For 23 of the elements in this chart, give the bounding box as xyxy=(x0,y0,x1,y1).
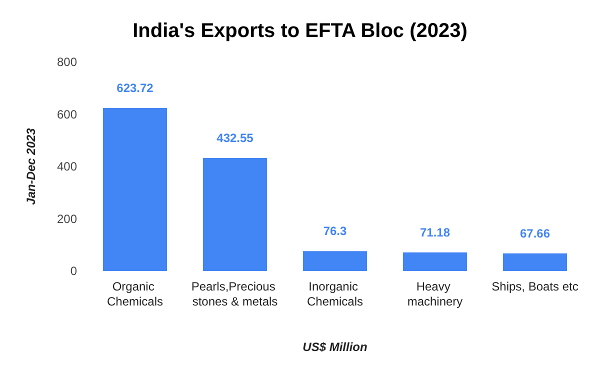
data-label: 71.18 xyxy=(420,225,450,240)
bar xyxy=(503,253,567,271)
bar xyxy=(203,158,267,271)
x-tick-label: Ships, Boats etc xyxy=(492,280,578,294)
data-label: 67.66 xyxy=(520,226,550,240)
x-tick-label: Inorganic Chemicals xyxy=(306,280,364,308)
chart-title: India's Exports to EFTA Bloc (2023) xyxy=(132,20,468,42)
y-tick-label: 800 xyxy=(56,55,78,69)
y-tick-label: 200 xyxy=(56,212,78,226)
y-tick-label: 0 xyxy=(70,264,78,278)
x-tick-label: Organic Chemicals xyxy=(106,280,164,308)
data-label: 76.3 xyxy=(323,224,347,238)
bar xyxy=(403,252,467,271)
y-tick-label: 400 xyxy=(56,160,78,174)
x-axis-title: US$ Million xyxy=(302,340,368,354)
x-tick-label: Pearls,Precious stones & metals xyxy=(191,280,279,308)
x-tick-label: Heavy machinery xyxy=(407,280,463,308)
data-label: 432.55 xyxy=(216,130,254,145)
y-tick-label: 600 xyxy=(56,107,78,122)
bar xyxy=(303,251,367,271)
bar xyxy=(103,108,167,271)
data-label: 623.72 xyxy=(116,81,154,96)
y-axis-title: Jan-Dec 2023 xyxy=(24,128,38,205)
